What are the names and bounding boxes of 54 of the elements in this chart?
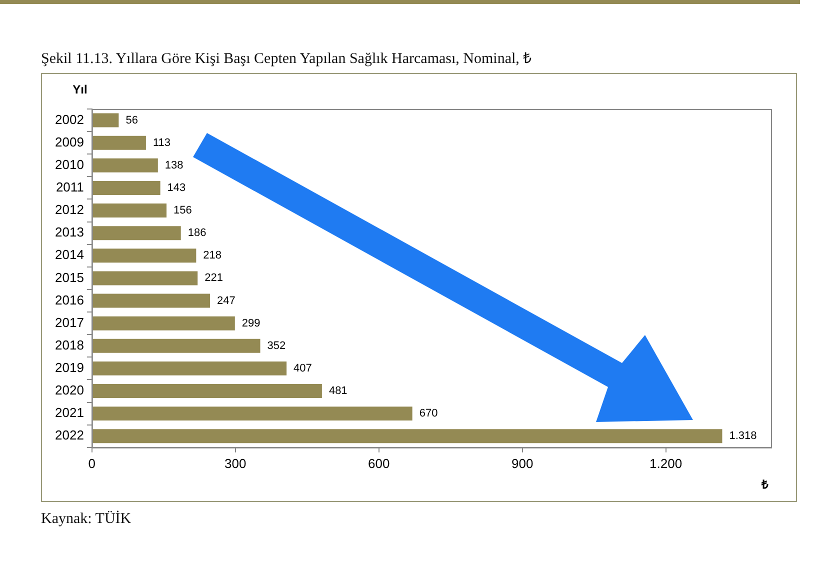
y-axis-title: Yıl bbox=[72, 82, 88, 96]
x-tick-label: 0 bbox=[88, 456, 96, 471]
y-tick-label: 2022 bbox=[55, 428, 84, 443]
y-tick-label: 2020 bbox=[55, 382, 84, 398]
bar bbox=[92, 361, 287, 376]
data-label: 156 bbox=[174, 204, 192, 217]
data-label: 407 bbox=[294, 362, 312, 374]
data-label: 299 bbox=[242, 317, 260, 330]
bar bbox=[92, 406, 412, 421]
data-label: 670 bbox=[419, 408, 438, 420]
bar bbox=[92, 204, 167, 218]
data-label: 56 bbox=[126, 114, 138, 126]
bar bbox=[92, 271, 198, 286]
x-axis-title: ₺ bbox=[760, 478, 768, 492]
y-tick-label: 2017 bbox=[55, 314, 84, 330]
bar bbox=[92, 113, 119, 128]
data-label: 1.318 bbox=[729, 430, 757, 442]
bar bbox=[92, 136, 146, 150]
data-label: 481 bbox=[328, 385, 348, 398]
data-label: 186 bbox=[188, 227, 206, 240]
data-label: 143 bbox=[167, 182, 186, 194]
y-tick-label: 2012 bbox=[55, 202, 84, 218]
chart-title: Şekil 11.13. Yıllara Göre Kişi Başı Cepten Yapılan Sağlık Harcaması, Nominal, ₺ bbox=[41, 50, 532, 68]
y-tick-label: 2019 bbox=[55, 360, 84, 376]
data-label: 138 bbox=[164, 159, 184, 172]
data-label: 113 bbox=[152, 136, 171, 149]
bar bbox=[92, 180, 160, 195]
data-label: 352 bbox=[267, 340, 286, 352]
bar bbox=[92, 248, 196, 263]
bar bbox=[92, 338, 260, 353]
data-label: 221 bbox=[204, 272, 223, 284]
bar bbox=[92, 226, 181, 240]
y-tick-label: 2009 bbox=[55, 134, 84, 150]
y-tick-label: 2015 bbox=[55, 270, 84, 285]
data-label: 247 bbox=[217, 294, 236, 307]
x-tick-label: 1.200 bbox=[650, 456, 682, 471]
y-tick-label: 2013 bbox=[55, 224, 84, 240]
text: Kaynak: TÜİK bbox=[41, 511, 132, 528]
y-tick-label: 2010 bbox=[55, 156, 84, 172]
x-tick-label: 900 bbox=[511, 456, 534, 471]
bar bbox=[92, 158, 158, 172]
y-tick-label: 2021 bbox=[55, 405, 84, 420]
bar bbox=[92, 429, 722, 444]
bar bbox=[92, 294, 210, 308]
data-label: 218 bbox=[203, 250, 222, 262]
x-tick-label: 600 bbox=[368, 456, 390, 471]
y-tick-label: 2018 bbox=[55, 337, 84, 352]
y-tick-label: 2016 bbox=[55, 292, 84, 308]
y-tick-label: 2014 bbox=[55, 247, 84, 262]
bar bbox=[92, 316, 235, 330]
y-tick-label: 2011 bbox=[56, 180, 84, 195]
x-tick-label: 300 bbox=[224, 456, 246, 471]
bar bbox=[92, 384, 322, 398]
y-tick-label: 2002 bbox=[55, 112, 84, 127]
